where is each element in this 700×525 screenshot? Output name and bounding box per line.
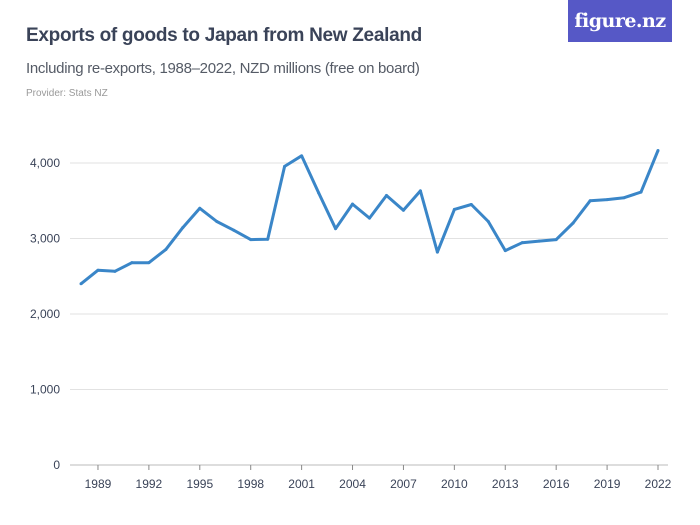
data-point[interactable] (588, 199, 592, 203)
y-tick-label: 1,000 (30, 383, 60, 397)
chart-title: Exports of goods to Japan from New Zeala… (26, 25, 422, 46)
data-point[interactable] (130, 261, 134, 265)
y-tick-label: 0 (53, 458, 60, 472)
x-tick-label: 2016 (543, 477, 570, 491)
data-point[interactable] (622, 196, 626, 200)
data-point[interactable] (334, 227, 338, 231)
x-tick-label: 2013 (492, 477, 519, 491)
data-point[interactable] (96, 268, 100, 272)
data-point[interactable] (113, 269, 117, 273)
data-point[interactable] (418, 189, 422, 193)
data-point[interactable] (232, 228, 236, 232)
x-tick-label: 2022 (645, 477, 672, 491)
data-point[interactable] (605, 198, 609, 202)
data-point[interactable] (147, 261, 151, 265)
x-tick-label: 1998 (237, 477, 264, 491)
data-point[interactable] (571, 221, 575, 225)
data-point[interactable] (520, 241, 524, 245)
data-point[interactable] (469, 203, 473, 207)
x-tick-label: 2007 (390, 477, 417, 491)
x-tick-label: 1989 (85, 477, 112, 491)
data-point[interactable] (639, 190, 643, 194)
x-tick-label: 2004 (339, 477, 366, 491)
data-point[interactable] (266, 237, 270, 241)
data-point[interactable] (503, 249, 507, 253)
y-tick-label: 2,000 (30, 307, 60, 321)
data-point[interactable] (164, 247, 168, 251)
data-point[interactable] (283, 164, 287, 168)
data-point[interactable] (401, 208, 405, 212)
data-point[interactable] (198, 206, 202, 210)
x-tick-label: 1995 (186, 477, 213, 491)
data-point[interactable] (249, 238, 253, 242)
y-tick-label: 4,000 (30, 156, 60, 170)
data-point[interactable] (351, 202, 355, 206)
x-tick-label: 2019 (594, 477, 621, 491)
data-point[interactable] (486, 220, 490, 224)
chart-subtitle: Including re-exports, 1988–2022, NZD mil… (26, 60, 420, 77)
data-point[interactable] (368, 216, 371, 220)
y-tick-label: 3,000 (30, 232, 60, 246)
data-point[interactable] (656, 149, 660, 153)
provider-text: Provider: Stats NZ (26, 88, 108, 99)
data-point[interactable] (537, 239, 541, 243)
data-point[interactable] (215, 220, 219, 224)
data-point[interactable] (452, 207, 456, 211)
x-tick-label: 2010 (441, 477, 468, 491)
data-point[interactable] (384, 193, 388, 197)
data-point[interactable] (317, 191, 321, 195)
data-point[interactable] (554, 238, 558, 242)
data-point[interactable] (79, 282, 83, 286)
x-tick-label: 1992 (136, 477, 163, 491)
data-point[interactable] (300, 154, 304, 158)
data-point[interactable] (435, 250, 439, 254)
data-point[interactable] (181, 226, 185, 230)
figure-nz-logo[interactable]: figure.nz (568, 0, 672, 42)
x-tick-label: 2001 (288, 477, 315, 491)
